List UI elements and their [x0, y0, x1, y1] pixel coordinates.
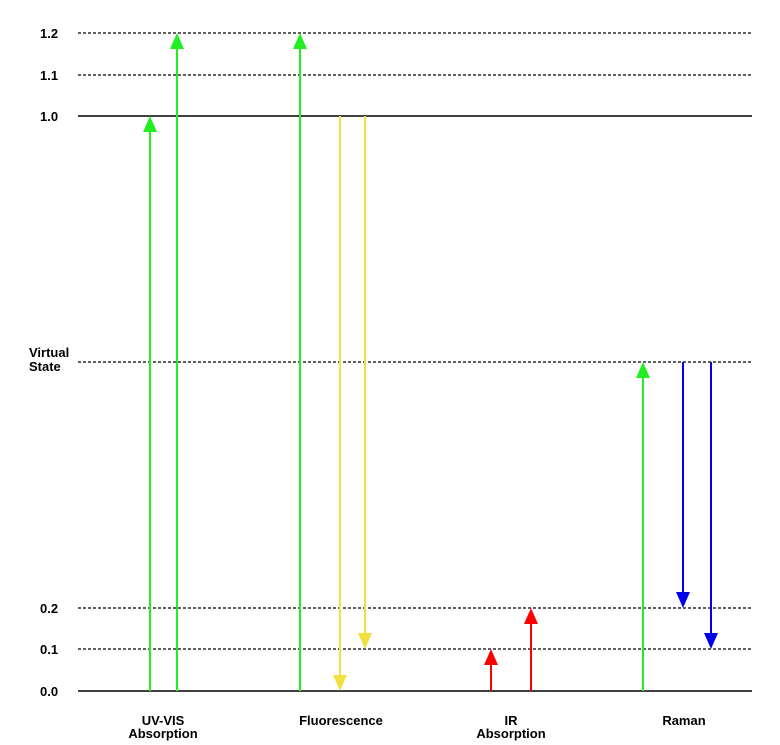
level-label: 0.2 — [40, 601, 58, 616]
level-label: 0.1 — [40, 642, 58, 657]
transition-arrow — [143, 116, 157, 691]
arrow-head — [358, 633, 372, 649]
transition-arrow — [524, 608, 538, 691]
category-label: Absorption — [128, 726, 197, 741]
transition-arrow — [293, 33, 307, 691]
category-label: Raman — [662, 713, 705, 728]
transition-arrow — [358, 116, 372, 649]
category-label: Fluorescence — [299, 713, 383, 728]
transition-arrow — [636, 362, 650, 691]
arrow-head — [484, 649, 498, 665]
level-label: 1.1 — [40, 68, 58, 83]
transition-arrows — [143, 33, 718, 691]
arrow-head — [704, 633, 718, 649]
arrow-head — [143, 116, 157, 132]
transition-arrow — [676, 362, 690, 608]
level-label: Virtual — [29, 345, 69, 360]
category-label: Absorption — [476, 726, 545, 741]
arrow-head — [524, 608, 538, 624]
level-label: 1.0 — [40, 109, 58, 124]
transition-arrow — [333, 116, 347, 691]
transition-arrow — [704, 362, 718, 649]
category-label: IR — [505, 713, 519, 728]
arrow-head — [333, 675, 347, 691]
transition-arrow — [170, 33, 184, 691]
level-label: 1.2 — [40, 26, 58, 41]
transition-arrow — [484, 649, 498, 691]
arrow-head — [170, 33, 184, 49]
level-label: 0.0 — [40, 684, 58, 699]
arrow-head — [636, 362, 650, 378]
arrow-head — [676, 592, 690, 608]
arrow-head — [293, 33, 307, 49]
level-label: State — [29, 359, 61, 374]
category-label: UV-VIS — [142, 713, 185, 728]
